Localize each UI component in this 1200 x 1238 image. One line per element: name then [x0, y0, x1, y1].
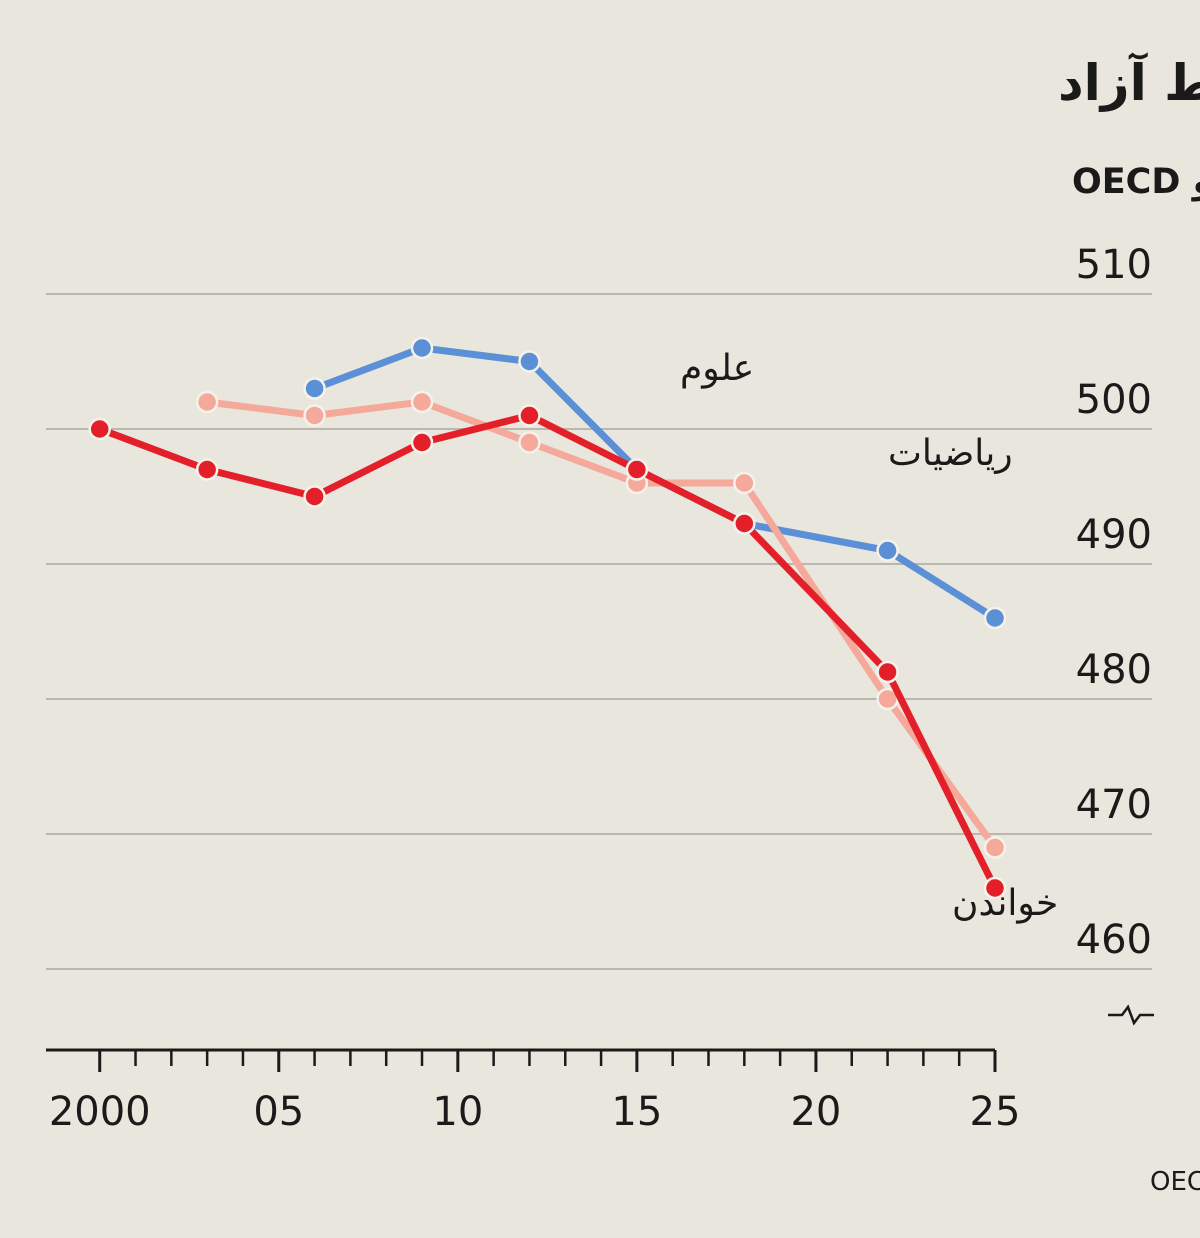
series-point [983, 876, 1007, 900]
y-tick-label: 460 [1076, 917, 1152, 963]
x-tick-label: 10 [432, 1089, 483, 1135]
series-point [876, 660, 899, 684]
series-point [625, 458, 649, 481]
y-tick-label: 490 [1076, 512, 1152, 558]
x-tick-label: 25 [970, 1089, 1021, 1135]
chart-title: سقوط آزاد [1058, 52, 1200, 113]
series-point [518, 350, 541, 373]
series-point [733, 471, 756, 495]
x-tick-label: 05 [253, 1089, 304, 1135]
series-point [983, 836, 1007, 859]
series-point [983, 606, 1007, 630]
series-point [303, 485, 326, 508]
y-tick-label: 470 [1076, 782, 1152, 828]
series-label: خواندن [952, 883, 1058, 924]
series-point [518, 431, 541, 454]
series-label: علوم [680, 348, 754, 389]
series-point [410, 431, 434, 454]
series-point [876, 539, 899, 562]
chart-subtitle: میانگین نمرات آزمون PISA در کشورهای عضو … [1072, 159, 1200, 202]
axis-break [1108, 1004, 1154, 1026]
series-line [206, 398, 998, 850]
series-point [733, 512, 756, 535]
series-point [303, 377, 326, 400]
y-tick-label: 500 [1076, 377, 1152, 423]
x-tick-label: 15 [611, 1089, 662, 1135]
series-point [410, 336, 434, 360]
x-tick-label: 20 [790, 1089, 841, 1135]
series-label: ریاضیات [888, 433, 1013, 474]
y-tick-label: 510 [1076, 242, 1152, 288]
series-point [195, 458, 219, 481]
series-point [303, 404, 326, 427]
y-tick-label: 480 [1076, 647, 1152, 693]
x-tick-label: 2000 [49, 1089, 151, 1135]
series-point [195, 390, 219, 414]
source: منبع:OECD [1150, 1167, 1200, 1197]
series-point [518, 404, 541, 427]
series-point [88, 417, 111, 441]
series-point [410, 390, 434, 414]
